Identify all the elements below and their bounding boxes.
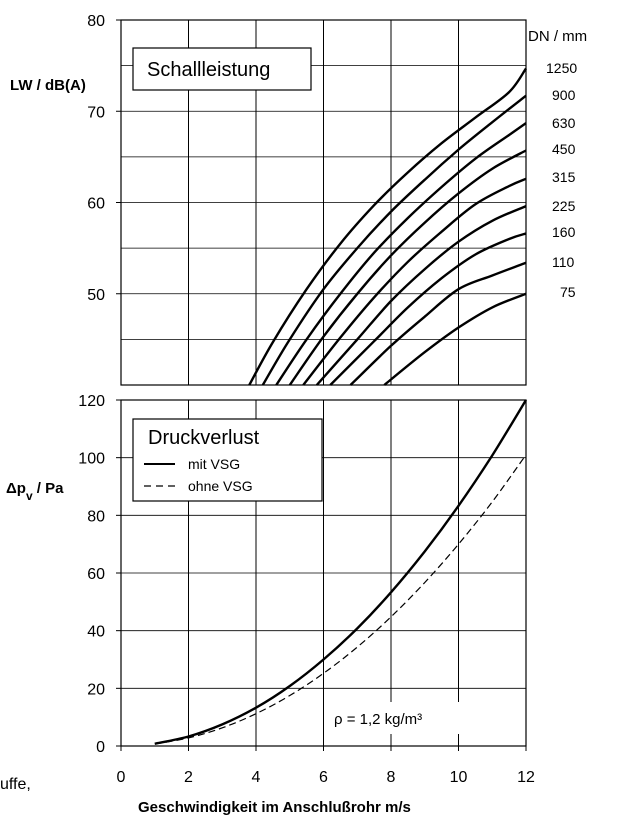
sound-power-y-ticks: 50 60 70 80 xyxy=(87,13,121,304)
dn-315-label: 315 xyxy=(552,169,576,185)
dn-315-curve xyxy=(302,177,527,386)
x-tick-label: 8 xyxy=(387,769,396,786)
sound-power-title: Schallleistung xyxy=(147,59,270,81)
dn-labels: 1250 900 630 450 315 225 160 110 75 xyxy=(546,60,577,300)
bottom-y-tick-label: 20 xyxy=(87,681,105,698)
sound-power-title-box xyxy=(132,47,312,91)
ohne-vsg-curve xyxy=(154,454,527,745)
x-tick-label: 0 xyxy=(117,769,126,786)
dn-legend-title: DN / mm xyxy=(528,28,587,45)
x-tick-label: 2 xyxy=(184,769,193,786)
dn-630-curve xyxy=(275,122,527,386)
pressure-loss-y-label: Δpv / Pa xyxy=(6,480,64,503)
bottom-y-tick-label: 0 xyxy=(96,739,105,756)
top-y-tick-label: 70 xyxy=(87,104,105,121)
dn-1250-label: 1250 xyxy=(546,60,577,76)
x-tick-label: 10 xyxy=(450,769,468,786)
bottom-y-tick-label: 100 xyxy=(78,451,105,468)
pressure-loss-curves xyxy=(154,399,528,745)
dn-900-label: 900 xyxy=(552,87,576,103)
dn-75-label: 75 xyxy=(560,284,576,300)
dn-1250-curve xyxy=(248,67,527,386)
dn-450-curve xyxy=(288,149,527,386)
top-y-tick-label: 60 xyxy=(87,196,105,213)
dn-225-label: 225 xyxy=(552,198,576,214)
bottom-y-tick-label: 40 xyxy=(87,624,105,641)
dn-160-curve xyxy=(329,232,527,386)
bottom-y-tick-label: 120 xyxy=(78,393,105,410)
legend-label-ohne-vsg: ohne VSG xyxy=(188,478,253,494)
pressure-loss-y-ticks: 0 20 40 60 80 100 120 xyxy=(78,393,121,756)
top-y-tick-label: 80 xyxy=(87,13,105,30)
cut-off-text: uffe, xyxy=(0,776,31,793)
x-tick-label: 4 xyxy=(252,769,261,786)
dn-630-label: 630 xyxy=(552,115,576,131)
x-tick-label: 6 xyxy=(319,769,328,786)
pressure-loss-title: Druckverlust xyxy=(148,427,260,449)
pressure-loss-x-ticks: 0 2 4 6 8 10 12 xyxy=(117,746,535,786)
dn-225-curve xyxy=(315,205,527,386)
x-tick-label: 12 xyxy=(517,769,535,786)
mit-vsg-curve xyxy=(154,399,528,745)
annotation-bg xyxy=(324,702,518,734)
pressure-loss-grid xyxy=(121,400,526,746)
bottom-y-tick-label: 60 xyxy=(87,566,105,583)
dn-75-curve xyxy=(383,292,527,386)
sound-power-y-label: LW / dB(A) xyxy=(10,77,86,94)
dn-450-label: 450 xyxy=(552,141,576,157)
dn-110-curve xyxy=(349,261,527,386)
dn-160-label: 160 xyxy=(552,224,576,240)
density-annotation: ρ = 1,2 kg/m³ xyxy=(334,711,422,728)
bottom-y-tick-label: 80 xyxy=(87,508,105,525)
pressure-loss-legend-box xyxy=(132,418,323,502)
dn-110-label: 110 xyxy=(552,254,575,270)
dn-900-curve xyxy=(261,94,527,386)
sound-power-curves xyxy=(248,67,527,386)
top-y-tick-label: 50 xyxy=(87,287,105,304)
x-axis-label: Geschwindigkeit im Anschlußrohr m/s xyxy=(138,799,411,816)
legend-label-mit-vsg: mit VSG xyxy=(188,456,240,472)
